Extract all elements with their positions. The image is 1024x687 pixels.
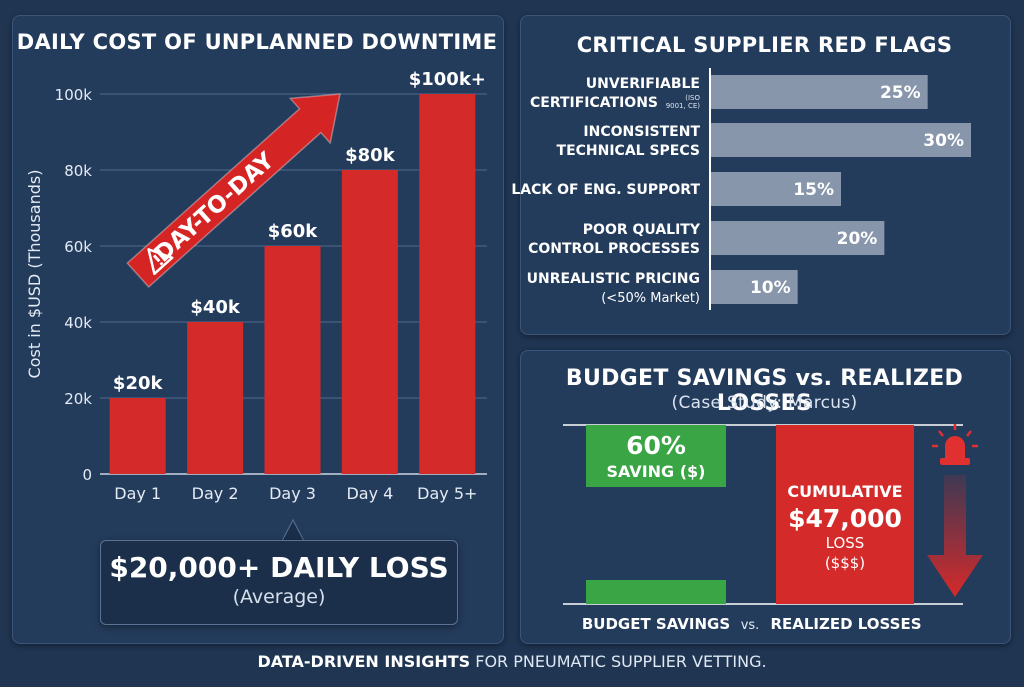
bar-value-label: $60k	[268, 221, 319, 242]
savings-text: SAVING ($)	[606, 462, 705, 481]
downtime-bar	[341, 170, 398, 474]
red-flag-note1: (ISO	[685, 94, 700, 102]
red-flag-bar	[711, 270, 798, 304]
red-flag-label-line2: CONTROL PROCESSES	[528, 241, 700, 257]
downtime-bar	[187, 322, 244, 474]
x-tick-label: Day 5+	[417, 484, 477, 503]
warning-triangle-icon	[147, 248, 174, 276]
y-tick-label: 20k	[64, 390, 92, 408]
red-flag-label-line1: POOR QUALITY	[583, 222, 701, 238]
red-flag-bar	[711, 172, 841, 206]
savings-bar	[586, 580, 726, 604]
losses-category-label: REALIZED LOSSES	[770, 615, 921, 633]
red-flag-bar	[711, 123, 971, 157]
y-tick-label: 0	[82, 466, 92, 484]
red-flag-value: 15%	[793, 180, 834, 200]
vs-label: vs.	[741, 618, 760, 633]
red-flag-label-line2: (<50% Market)	[601, 291, 700, 306]
savings-pct: 60%	[626, 431, 686, 460]
red-flag-bar	[711, 75, 928, 109]
red-flag-value: 20%	[837, 229, 878, 249]
x-tick-label: Day 4	[346, 484, 393, 503]
x-tick-label: Day 2	[192, 484, 239, 503]
red-flag-value: 10%	[750, 278, 791, 298]
red-flag-value: 25%	[880, 83, 921, 103]
footer-tagline: DATA-DRIVEN INSIGHTS FOR PNEUMATIC SUPPL…	[0, 652, 1024, 671]
y-tick-label: 60k	[64, 238, 92, 256]
red-flag-label-line1: LACK OF ENG. SUPPORT	[511, 182, 700, 198]
footer-rest: FOR PNEUMATIC SUPPLIER VETTING.	[470, 652, 767, 671]
downtime-bar	[264, 246, 321, 474]
bar-value-label: $40k	[190, 297, 241, 318]
daily-loss-note: (Average)	[232, 586, 326, 608]
x-tick-label: Day 1	[114, 484, 161, 503]
y-tick-label: 100k	[55, 86, 93, 104]
alarm-siren-icon	[932, 424, 978, 465]
savings-title: BUDGET SAVINGS vs. REALIZED LOSSES	[565, 366, 964, 416]
red-flag-label-line1: UNVERIFIABLE	[586, 76, 700, 92]
red-flag-label-line2: CERTIFICATIONS	[530, 95, 658, 111]
x-tick-label: Day 3	[269, 484, 316, 503]
trend-arrow	[126, 93, 341, 288]
red-flag-bar	[711, 221, 885, 255]
savings-subtitle: (Case Study: Marcus)	[671, 393, 858, 413]
footer-bold: DATA-DRIVEN INSIGHTS	[257, 652, 471, 671]
losses-line1: CUMULATIVE	[787, 482, 902, 501]
losses-amount: $47,000	[788, 504, 902, 533]
bar-value-label: $20k	[113, 373, 164, 394]
downtime-bar	[109, 398, 166, 474]
losses-line4: ($$$)	[825, 554, 865, 572]
red-flags-title: CRITICAL SUPPLIER RED FLAGS	[576, 33, 953, 57]
red-flag-label-line1: UNREALISTIC PRICING	[527, 271, 700, 287]
downtime-bar	[419, 94, 476, 474]
red-flag-label-line1: INCONSISTENT	[583, 124, 700, 140]
red-flag-note2: 9001, CE)	[666, 102, 701, 110]
savings-category-label: BUDGET SAVINGS	[582, 615, 730, 633]
y-axis-label: Cost in $USD (Thousands)	[25, 170, 44, 379]
red-flag-label-line2: TECHNICAL SPECS	[557, 143, 700, 159]
losses-bar	[776, 425, 914, 604]
red-flag-value: 30%	[923, 131, 964, 151]
y-tick-label: 40k	[64, 314, 92, 332]
bar-value-label: $100k+	[409, 69, 486, 90]
downtime-chart-title: DAILY COST OF UNPLANNED DOWNTIME	[16, 30, 498, 54]
losses-line3: LOSS	[826, 534, 865, 552]
loss-down-arrow	[927, 475, 983, 597]
daily-loss-callout: $20,000+ DAILY LOSS (Average)	[100, 540, 458, 625]
daily-loss-value: $20,000+ DAILY LOSS	[109, 551, 449, 584]
bar-value-label: $80k	[345, 145, 396, 166]
y-tick-label: 80k	[64, 162, 92, 180]
savings-label-bar	[586, 425, 726, 487]
